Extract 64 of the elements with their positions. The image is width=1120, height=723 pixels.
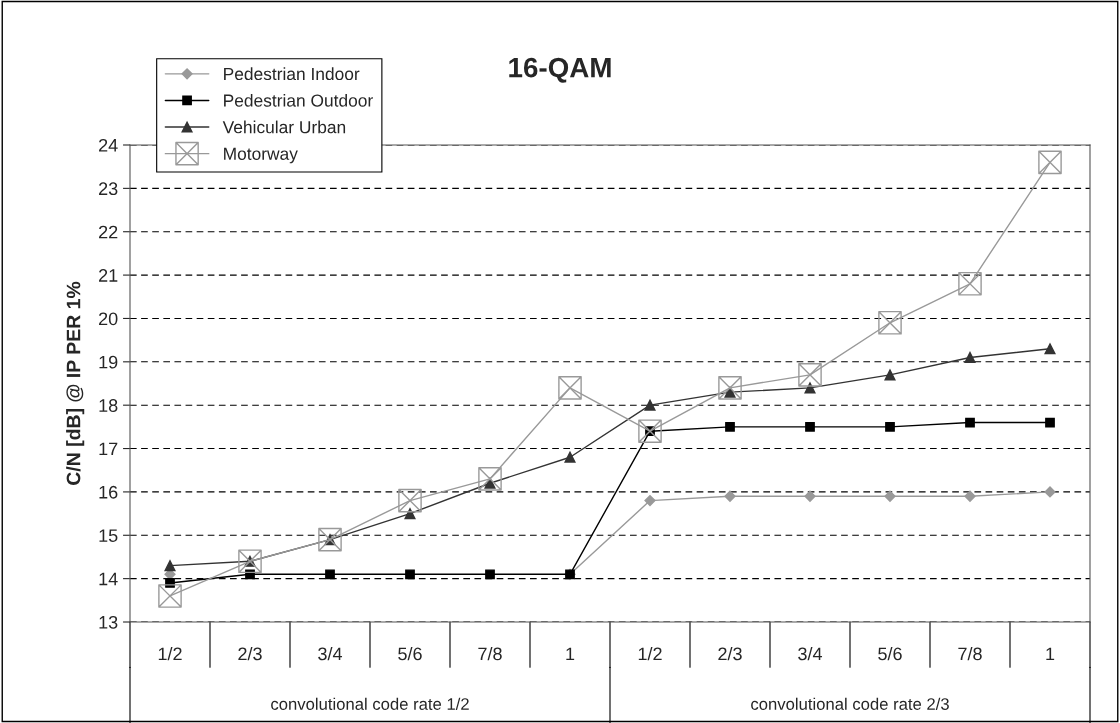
text: convolutional code rate 1/2 [271, 697, 469, 710]
point [725, 422, 735, 432]
legend-label: Pedestrian Indoor [224, 67, 360, 81]
y-tick-label: 19 [99, 355, 118, 369]
legend-label: Motorway [224, 147, 298, 164]
y-tick-label: 22 [99, 225, 118, 239]
y-tick-label: 13 [99, 615, 118, 629]
point [804, 490, 816, 502]
point [805, 422, 815, 432]
point [398, 488, 422, 513]
point [164, 560, 176, 572]
x-tick-label: 3/4 [318, 647, 343, 661]
point [158, 584, 182, 608]
point [718, 376, 742, 400]
point [1044, 486, 1056, 498]
point [958, 271, 982, 296]
point [644, 399, 656, 411]
point [884, 490, 896, 502]
x-tick-label: 1/2 [158, 647, 182, 661]
point [478, 467, 502, 491]
y-tick-label: 15 [99, 529, 118, 542]
point [644, 494, 656, 507]
point [884, 369, 896, 381]
chart-title: 16-QAM [509, 57, 611, 83]
point [798, 363, 822, 387]
x-tick-label: 1 [566, 647, 575, 661]
y-tick-label: 16 [99, 485, 118, 499]
point [484, 477, 496, 489]
legend-label: Vehicular Urban [222, 120, 346, 134]
x-tick-label: 2/3 [238, 647, 262, 661]
point [325, 569, 335, 580]
x-tick-label: 1/2 [638, 647, 662, 661]
point [964, 351, 976, 364]
y-tick-label: 18 [99, 399, 118, 412]
y-tick-label: 23 [99, 182, 118, 196]
y-tick-label: 21 [99, 269, 118, 282]
text: convolutional code rate 2/3 [751, 697, 949, 710]
point [1038, 150, 1062, 175]
point [964, 490, 976, 502]
x-tick-label: 7/8 [478, 647, 502, 661]
x-tick-label: 2/3 [718, 647, 742, 661]
point [885, 422, 895, 432]
point [404, 508, 416, 520]
point [878, 310, 902, 335]
point [724, 386, 736, 398]
point [1044, 343, 1056, 355]
y-tick-label: 20 [99, 312, 118, 326]
x-tick-label: 5/6 [398, 647, 422, 661]
point [965, 417, 975, 428]
x-tick-label: 7/8 [958, 647, 982, 661]
x-tick-label: 1 [1046, 647, 1055, 661]
point [564, 451, 576, 463]
legend-label: Pedestrian Outdoor [224, 93, 373, 107]
x-tick-label: 3/4 [798, 647, 823, 661]
point [485, 569, 495, 580]
point [724, 490, 736, 502]
y-tick-label: 14 [99, 572, 118, 586]
point [1045, 417, 1055, 428]
y-axis-title: C/N [dB] @ IP PER 1% [66, 281, 85, 485]
x-tick-label: 5/6 [878, 647, 902, 661]
point [405, 569, 415, 580]
y-tick-label: 24 [99, 138, 118, 152]
point [558, 376, 582, 400]
y-tick-label: 17 [99, 442, 118, 456]
